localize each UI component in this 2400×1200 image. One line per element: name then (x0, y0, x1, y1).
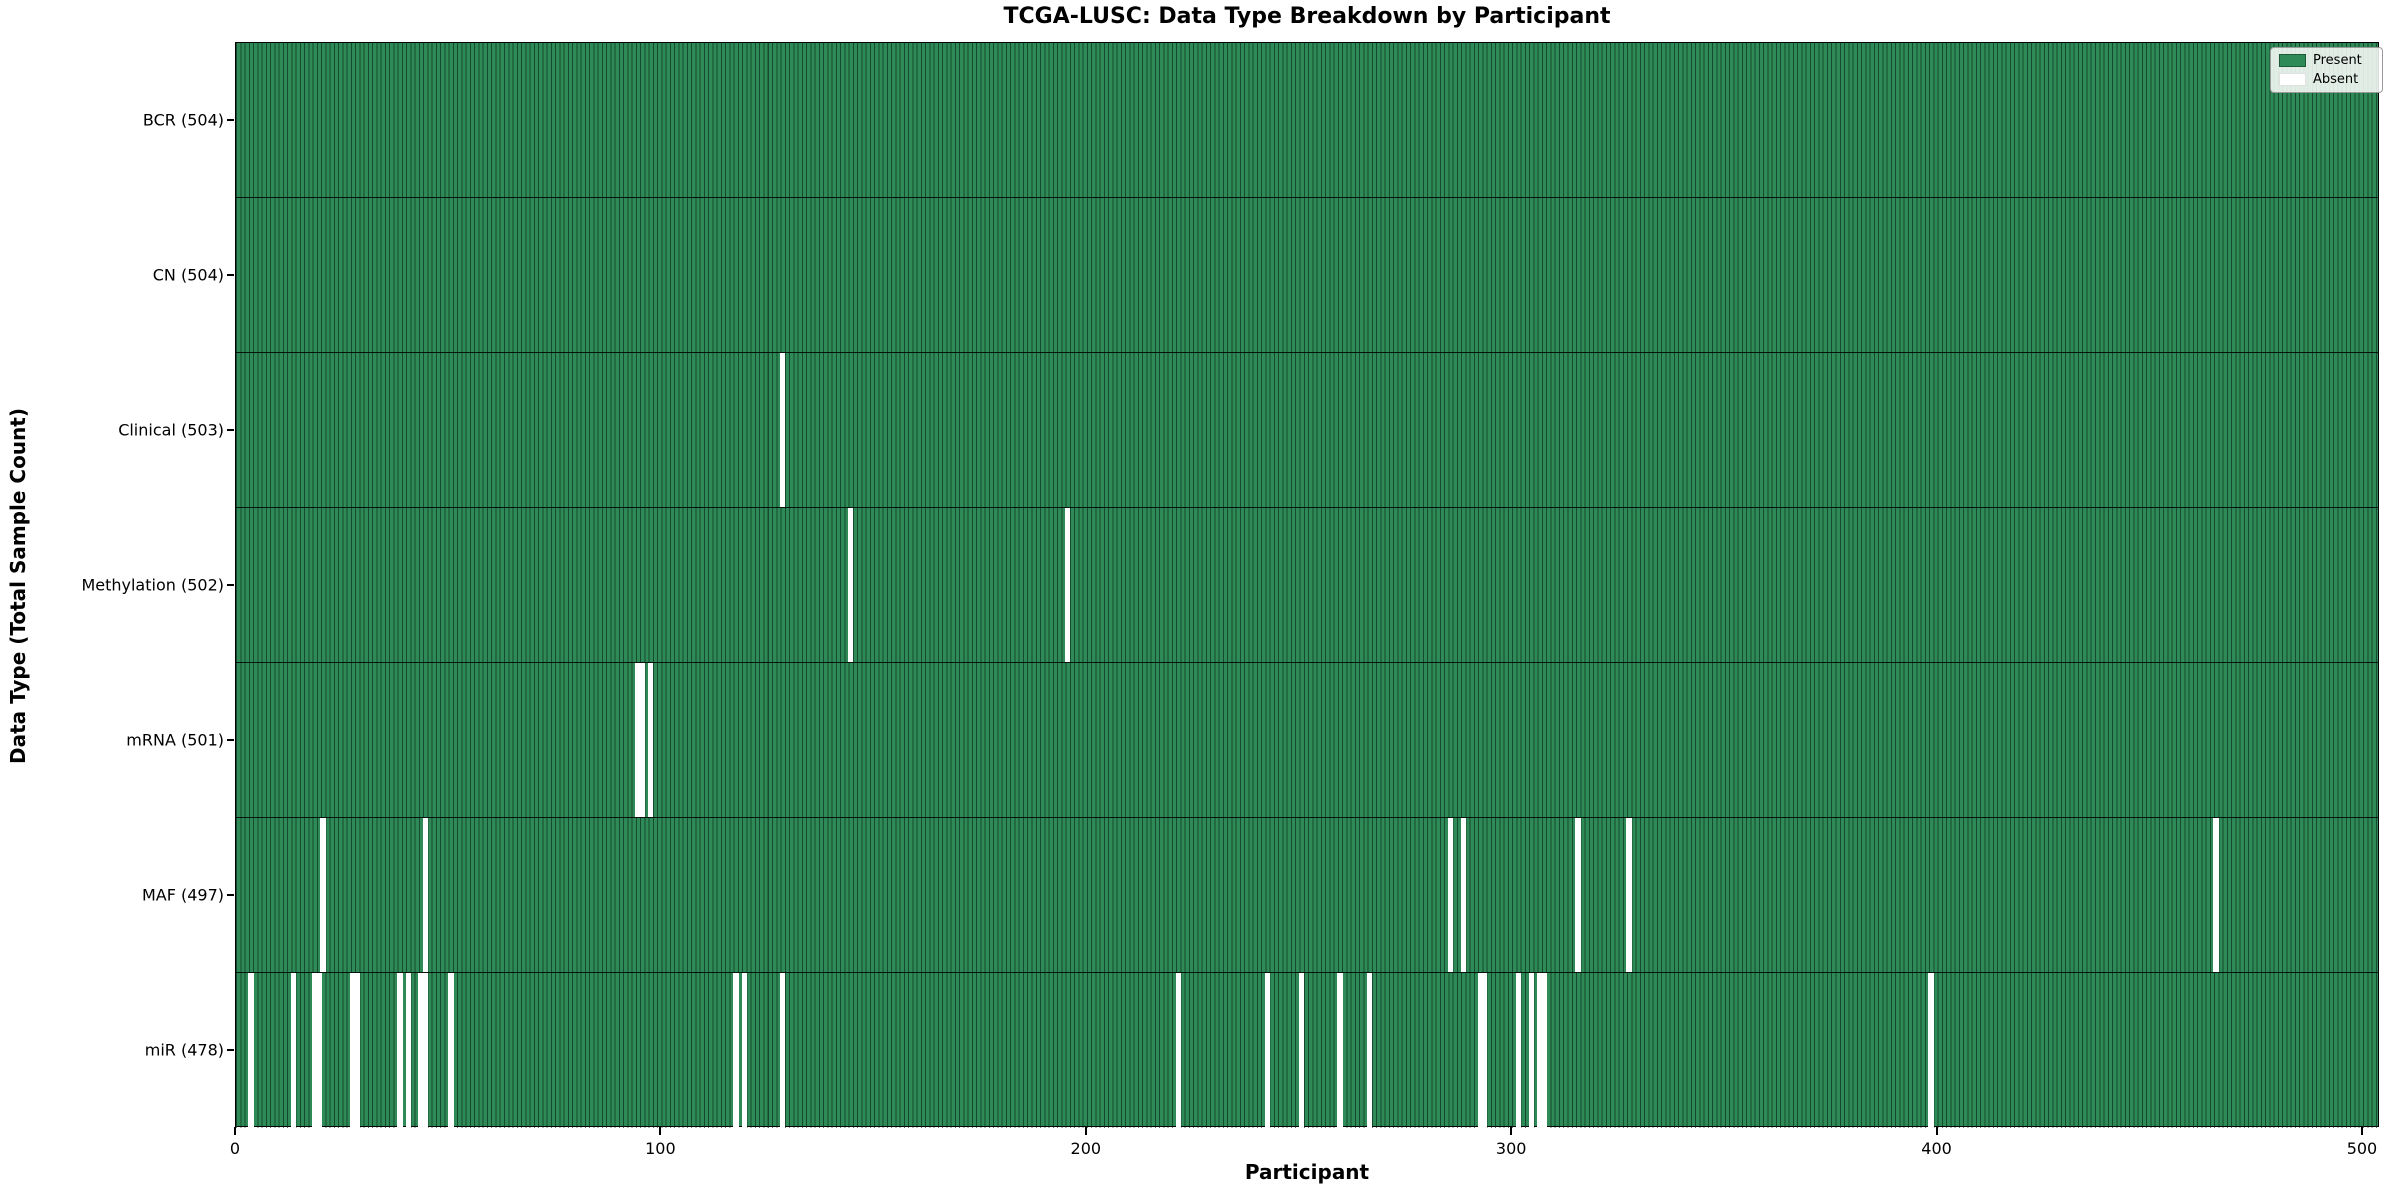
absent-mark (1537, 973, 1543, 1128)
absent-mark (2213, 818, 2219, 972)
legend-label: Present (2313, 53, 2362, 68)
ytick-label-mir: miR (478) (144, 1040, 224, 1059)
absent-mark (1528, 973, 1535, 1128)
legend-swatch-present (2279, 54, 2306, 67)
xtick-label-500: 500 (2346, 1139, 2378, 1158)
legend: Present Absent (2270, 47, 2383, 93)
ytick-mark (227, 428, 234, 431)
legend-item-absent: Absent (2279, 72, 2374, 87)
ytick-label-clinical: Clinical (503) (118, 420, 224, 439)
absent-mark (418, 973, 424, 1128)
absent-mark (1298, 973, 1305, 1128)
absent-mark (1264, 973, 1271, 1128)
datatype-row-maf (236, 818, 2378, 973)
absent-mark (1175, 973, 1181, 1128)
x-axis-label: Participant (1244, 1160, 1370, 1184)
absent-mark (1064, 508, 1071, 662)
datatype-row-mrna (236, 663, 2378, 818)
xtick-label-300: 300 (1495, 1139, 1527, 1158)
absent-mark (1515, 973, 1522, 1128)
absent-mark (1477, 973, 1483, 1128)
xtick-mark (234, 1127, 236, 1135)
absent-mark (320, 818, 326, 972)
ytick-mark (227, 1048, 234, 1051)
absent-mark (1541, 973, 1547, 1128)
absent-mark (733, 973, 739, 1128)
absent-mark (779, 973, 786, 1128)
ytick-label-cn: CN (504) (152, 265, 224, 284)
absent-mark (248, 973, 254, 1128)
xtick-label-200: 200 (1070, 1139, 1102, 1158)
absent-mark (448, 973, 454, 1128)
absent-mark (639, 663, 645, 817)
absent-mark (1928, 973, 1934, 1128)
ytick-mark (227, 738, 234, 741)
plot-area (235, 42, 2379, 1128)
ytick-label-maf: MAF (497) (141, 885, 224, 904)
ytick-mark (227, 118, 234, 121)
datatype-row-methylation (236, 508, 2378, 663)
ytick-mark (227, 893, 234, 896)
absent-mark (1447, 818, 1454, 972)
absent-mark (648, 663, 654, 817)
absent-mark (1337, 973, 1343, 1128)
ytick-mark (227, 583, 234, 586)
xtick-mark (1935, 1127, 1938, 1135)
datatype-row-clinical (236, 353, 2378, 508)
xtick-mark (2360, 1127, 2363, 1135)
absent-mark (311, 973, 318, 1128)
datatype-row-mir (236, 973, 2378, 1128)
absent-mark (290, 973, 297, 1128)
absent-mark (422, 973, 429, 1128)
absent-mark (350, 973, 356, 1128)
ytick-mark (227, 273, 234, 276)
datatype-row-bcr (236, 43, 2378, 198)
absent-mark (1481, 973, 1488, 1128)
absent-mark (397, 973, 403, 1128)
absent-mark (354, 973, 360, 1128)
absent-mark (405, 973, 411, 1128)
datatype-row-cn (236, 198, 2378, 353)
xtick-mark (1084, 1127, 1087, 1135)
xtick-label-0: 0 (229, 1139, 241, 1158)
chart-title: TCGA-LUSC: Data Type Breakdown by Partic… (1003, 4, 1611, 29)
absent-mark (847, 508, 854, 662)
legend-swatch-absent (2279, 73, 2306, 86)
absent-mark (741, 973, 748, 1128)
ytick-label-bcr: BCR (504) (142, 110, 224, 129)
absent-mark (635, 663, 641, 817)
absent-mark (422, 818, 429, 972)
absent-mark (1366, 973, 1373, 1128)
legend-label: Absent (2313, 72, 2359, 87)
ytick-label-methylation: Methylation (502) (81, 575, 224, 594)
xtick-label-100: 100 (645, 1139, 676, 1158)
absent-mark (1575, 818, 1581, 972)
absent-mark (1460, 818, 1466, 972)
xtick-mark (1510, 1127, 1513, 1135)
absent-mark (316, 973, 322, 1128)
xtick-label-400: 400 (1921, 1139, 1952, 1158)
ytick-label-mrna: mRNA (501) (126, 730, 224, 749)
absent-mark (1626, 818, 1632, 972)
absent-mark (779, 353, 786, 507)
xtick-mark (659, 1127, 662, 1135)
legend-item-present: Present (2279, 53, 2374, 68)
